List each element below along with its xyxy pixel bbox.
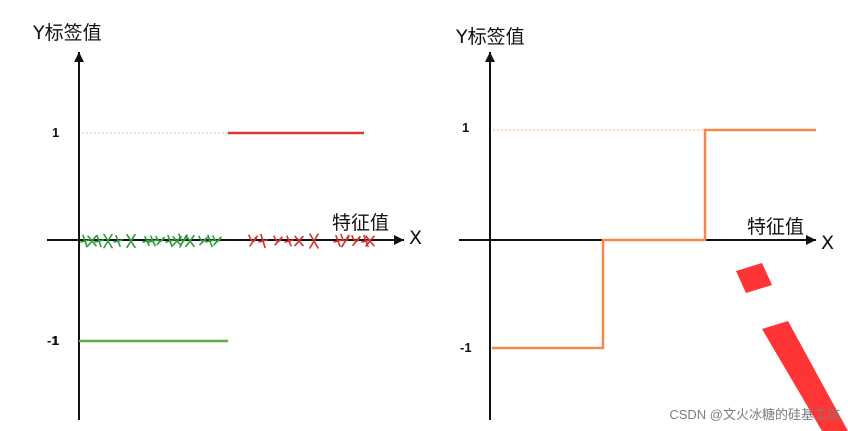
sample-mark bbox=[273, 235, 283, 246]
sample-mark bbox=[198, 235, 208, 246]
right-diagram-canvas bbox=[459, 52, 816, 420]
sample-mark bbox=[205, 234, 215, 248]
right-x-axis-label: 特征值 bbox=[747, 216, 805, 238]
sample-mark bbox=[351, 234, 361, 247]
right-y-axis-label: Y标签值 bbox=[456, 26, 525, 48]
left-green-samples bbox=[80, 233, 222, 249]
sample-mark bbox=[248, 234, 258, 247]
left-y-axis-label: Y标签值 bbox=[33, 22, 102, 44]
right-step-function bbox=[492, 128, 816, 350]
right-diagram-panel: Y标签值 特征值 X 1 -1 bbox=[424, 0, 848, 431]
sample-mark bbox=[284, 235, 294, 247]
left-tick-1: 1 bbox=[52, 125, 60, 140]
sample-mark bbox=[80, 234, 90, 248]
sample-mark bbox=[142, 235, 152, 247]
sample-mark bbox=[94, 234, 104, 248]
sample-mark bbox=[365, 235, 375, 247]
left-x-axis-label: 特征值 bbox=[332, 212, 390, 234]
sample-mark bbox=[87, 235, 97, 247]
sample-mark bbox=[148, 235, 158, 247]
sample-mark bbox=[294, 235, 304, 247]
sample-mark bbox=[333, 234, 343, 248]
watermark-text: CSDN @文火冰糖的硅基工坊 bbox=[669, 407, 840, 422]
left-red-samples bbox=[248, 233, 375, 249]
sample-mark bbox=[212, 235, 222, 246]
right-tick-1: 1 bbox=[462, 120, 470, 135]
left-tick-neg1: -1 bbox=[47, 333, 59, 348]
sample-mark bbox=[126, 233, 136, 249]
right-x-letter: X bbox=[821, 232, 835, 254]
watermark-logo-shape bbox=[736, 263, 848, 431]
left-diagram-canvas bbox=[47, 52, 404, 420]
sample-mark bbox=[165, 234, 175, 248]
sample-mark bbox=[155, 235, 165, 246]
left-x-letter: X bbox=[409, 227, 423, 249]
sample-mark bbox=[340, 233, 350, 248]
sample-mark bbox=[309, 233, 319, 249]
sample-mark bbox=[113, 234, 123, 248]
sample-mark bbox=[185, 234, 195, 248]
right-tick-neg1: -1 bbox=[460, 340, 472, 355]
sample-mark bbox=[103, 233, 113, 249]
left-tick-neg1-overlap: 1 bbox=[52, 333, 60, 348]
sample-mark bbox=[258, 233, 268, 249]
left-diagram-panel: Y标签值 特征值 X 1 -1 1 bbox=[33, 22, 423, 420]
